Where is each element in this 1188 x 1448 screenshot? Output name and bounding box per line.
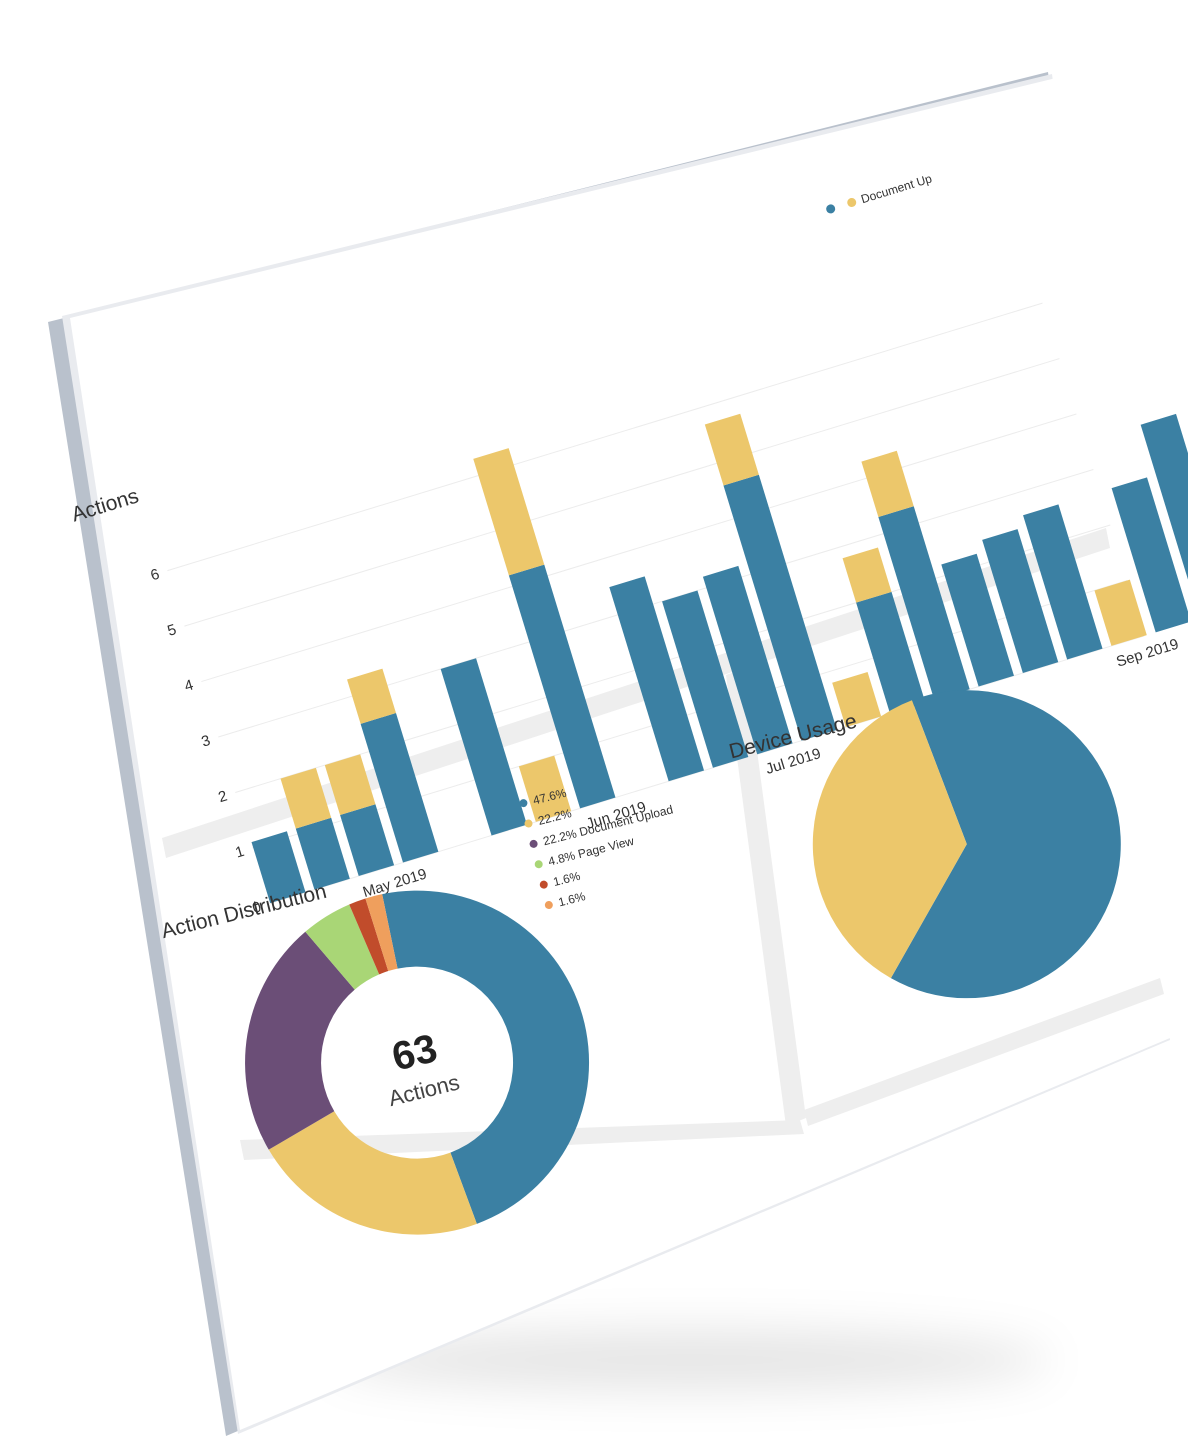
- actions-gridline: [167, 302, 1043, 572]
- donut-legend-label: 1.6%: [557, 889, 587, 909]
- device-usage-pie: [812, 690, 1121, 999]
- donut-legend-dot: [524, 819, 533, 828]
- bar-segment-blue: [360, 713, 439, 863]
- bar-segment-blue: [1023, 504, 1103, 660]
- donut-slice: [382, 890, 589, 1224]
- bar-segment-blue: [723, 474, 837, 741]
- bar-segment-blue: [508, 564, 616, 809]
- bar-segment-blue: [340, 804, 395, 877]
- donut-slice: [245, 931, 355, 1150]
- donut-legend-dot: [519, 799, 528, 808]
- donut-legend-dot: [539, 880, 548, 889]
- action-distribution-donut: [245, 890, 589, 1235]
- bar-segment-blue: [295, 817, 350, 890]
- bar-segment-blue: [609, 576, 705, 782]
- actions-gridline: [184, 358, 1060, 627]
- donut-slice: [349, 898, 389, 975]
- legend-dot-blue: [826, 204, 836, 214]
- panel-gap-bottom-right: [804, 978, 1164, 1126]
- pie-slice: [812, 700, 967, 979]
- donut-slice: [365, 894, 398, 971]
- bar-segment-yellow: [832, 671, 882, 728]
- legend-dot-yellow: [847, 197, 857, 207]
- donut-legend-dot: [529, 839, 538, 848]
- donut-slice: [305, 904, 380, 990]
- panel-gap-vertical: [726, 668, 806, 1126]
- donut-legend-label: 1.6%: [552, 869, 582, 889]
- bar-segment-yellow: [518, 755, 572, 822]
- donut-legend-dot: [534, 860, 543, 869]
- bar-segment-yellow: [324, 754, 376, 816]
- bar-segment-blue: [982, 529, 1059, 673]
- bar-segment-blue: [941, 553, 1014, 687]
- bar-segment-yellow: [861, 450, 914, 518]
- pie-slice: [890, 690, 1121, 999]
- actions-gridline: [201, 413, 1077, 683]
- actions-bars: [251, 413, 1188, 904]
- bar-segment-blue: [440, 658, 527, 836]
- device-usage-panel: Device Usage: [727, 690, 1121, 999]
- donut-center-value: 63: [388, 1026, 442, 1079]
- donut-slice: [268, 1111, 477, 1235]
- bar-segment-blue: [662, 590, 749, 768]
- donut-legend-dot: [544, 901, 553, 910]
- bar-segment-yellow: [842, 547, 892, 603]
- bar-segment-blue: [1111, 477, 1188, 633]
- bar-segment-yellow: [347, 668, 396, 724]
- bar-segment-blue: [702, 565, 793, 755]
- bar-segment-blue: [856, 591, 926, 714]
- bar-segment-yellow: [704, 413, 759, 486]
- bar-segment-blue: [251, 831, 306, 904]
- bar-segment-blue: [878, 506, 970, 701]
- bar-segment-yellow: [280, 767, 332, 829]
- bar-segment-yellow: [473, 448, 545, 576]
- bar-segment-yellow: [1094, 579, 1147, 646]
